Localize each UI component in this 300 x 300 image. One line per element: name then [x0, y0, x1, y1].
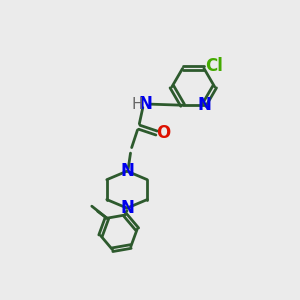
- Text: N: N: [120, 199, 134, 217]
- Text: N: N: [139, 95, 153, 113]
- Text: N: N: [120, 162, 134, 180]
- Text: Cl: Cl: [206, 57, 224, 75]
- Text: N: N: [197, 96, 211, 114]
- Text: H: H: [131, 97, 142, 112]
- Text: O: O: [156, 124, 171, 142]
